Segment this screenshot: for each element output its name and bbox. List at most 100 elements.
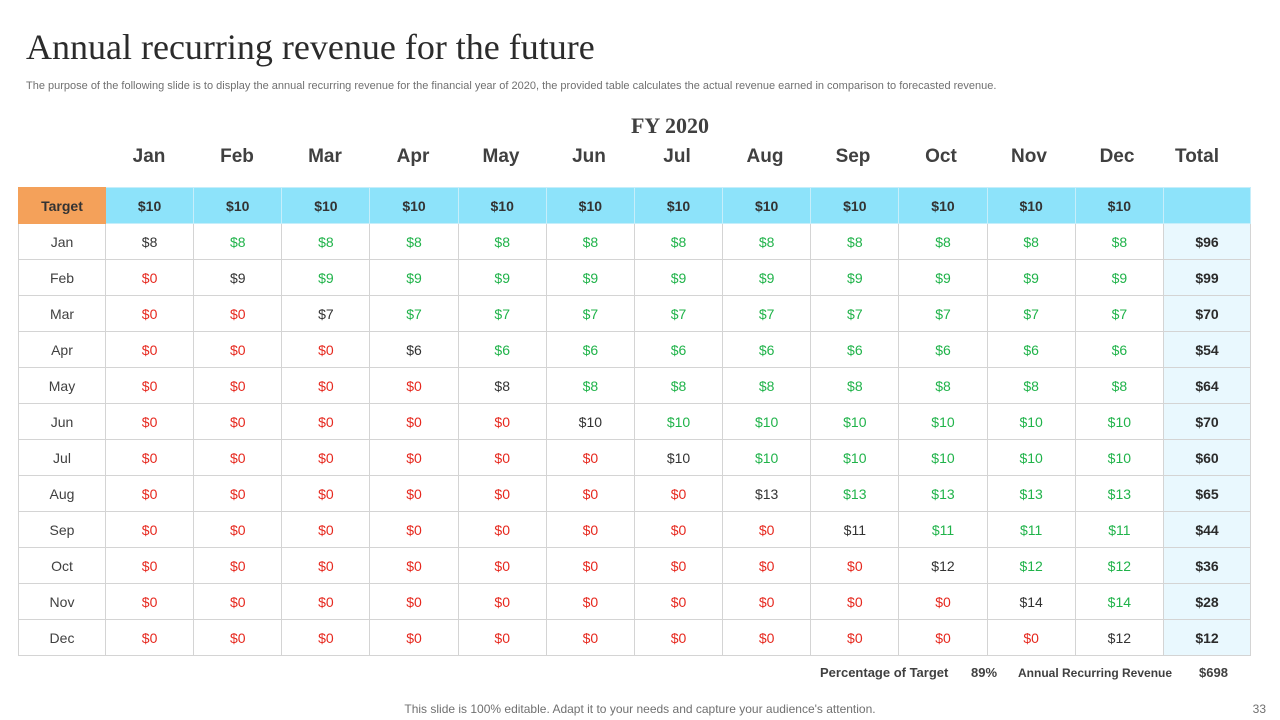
month-header-feb: Feb bbox=[220, 146, 254, 167]
revenue-cell: $0 bbox=[722, 619, 812, 656]
revenue-cell: $10 bbox=[722, 439, 812, 476]
revenue-cell: $0 bbox=[722, 583, 812, 620]
revenue-cell: $9 bbox=[810, 259, 900, 296]
revenue-cell: $9 bbox=[722, 259, 812, 296]
revenue-cell: $0 bbox=[633, 547, 724, 584]
revenue-cell: $10 bbox=[898, 403, 988, 440]
month-header-aug: Aug bbox=[746, 146, 784, 167]
revenue-cell: $12 bbox=[1074, 619, 1165, 656]
month-header-may: May bbox=[482, 146, 520, 167]
revenue-cell: $0 bbox=[104, 259, 195, 296]
revenue-cell: $9 bbox=[369, 259, 459, 296]
percentage-of-target-label: Percentage of Target bbox=[820, 665, 949, 680]
revenue-cell: $7 bbox=[369, 295, 459, 332]
revenue-cell: $0 bbox=[193, 367, 283, 404]
revenue-cell: $0 bbox=[457, 547, 547, 584]
revenue-cell: $0 bbox=[722, 511, 812, 548]
slide-title: Annual recurring revenue for the future bbox=[26, 27, 595, 67]
row-total: $44 bbox=[1163, 511, 1251, 548]
row-total: $96 bbox=[1163, 223, 1251, 260]
revenue-cell: $8 bbox=[193, 223, 283, 260]
revenue-cell: $9 bbox=[193, 259, 283, 296]
revenue-cell: $0 bbox=[545, 511, 635, 548]
target-cell: $10 bbox=[722, 187, 812, 224]
revenue-cell: $0 bbox=[369, 619, 459, 656]
revenue-cell: $10 bbox=[1074, 439, 1165, 476]
revenue-cell: $11 bbox=[1074, 511, 1165, 548]
row-total: $70 bbox=[1163, 403, 1251, 440]
revenue-cell: $12 bbox=[1074, 547, 1165, 584]
revenue-cell: $0 bbox=[104, 583, 195, 620]
revenue-cell: $8 bbox=[722, 223, 812, 260]
revenue-cell: $8 bbox=[986, 223, 1076, 260]
revenue-cell: $13 bbox=[986, 475, 1076, 512]
row-label: Feb bbox=[18, 259, 106, 296]
revenue-cell: $8 bbox=[1074, 367, 1165, 404]
revenue-cell: $0 bbox=[193, 547, 283, 584]
revenue-cell: $0 bbox=[193, 331, 283, 368]
revenue-cell: $8 bbox=[898, 367, 988, 404]
revenue-cell: $6 bbox=[722, 331, 812, 368]
revenue-cell: $8 bbox=[545, 367, 635, 404]
revenue-cell: $9 bbox=[898, 259, 988, 296]
row-label: Sep bbox=[18, 511, 106, 548]
revenue-cell: $0 bbox=[193, 475, 283, 512]
revenue-cell: $6 bbox=[986, 331, 1076, 368]
revenue-cell: $11 bbox=[986, 511, 1076, 548]
revenue-cell: $6 bbox=[369, 331, 459, 368]
revenue-cell: $9 bbox=[457, 259, 547, 296]
row-total: $36 bbox=[1163, 547, 1251, 584]
revenue-cell: $11 bbox=[898, 511, 988, 548]
row-label: Aug bbox=[18, 475, 106, 512]
revenue-cell: $8 bbox=[986, 367, 1076, 404]
revenue-cell: $0 bbox=[281, 619, 371, 656]
revenue-cell: $13 bbox=[898, 475, 988, 512]
month-header-sep: Sep bbox=[835, 146, 871, 167]
target-cell: $10 bbox=[898, 187, 988, 224]
month-header-nov: Nov bbox=[1011, 146, 1047, 167]
month-header-apr: Apr bbox=[396, 146, 430, 167]
revenue-cell: $0 bbox=[633, 511, 724, 548]
revenue-cell: $9 bbox=[281, 259, 371, 296]
row-total: $28 bbox=[1163, 583, 1251, 620]
revenue-cell: $8 bbox=[457, 367, 547, 404]
revenue-cell: $8 bbox=[722, 367, 812, 404]
target-cell: $10 bbox=[633, 187, 724, 224]
target-cell: $10 bbox=[810, 187, 900, 224]
revenue-cell: $0 bbox=[104, 295, 195, 332]
target-cell: $10 bbox=[545, 187, 635, 224]
revenue-cell: $0 bbox=[457, 619, 547, 656]
revenue-table: Target $10 $10 $10 $10 $10 $10 $10 $10 $10 $10 $10… bbox=[18, 187, 1251, 656]
revenue-cell: $0 bbox=[457, 403, 547, 440]
revenue-cell: $0 bbox=[193, 439, 283, 476]
row-total: $12 bbox=[1163, 619, 1251, 656]
revenue-cell: $0 bbox=[193, 511, 283, 548]
revenue-cell: $8 bbox=[281, 223, 371, 260]
slide-subtitle: The purpose of the following slide is to… bbox=[26, 80, 997, 92]
revenue-cell: $7 bbox=[545, 295, 635, 332]
table-row: Aug $0 $0 $0 $0 $0 $0 $0 $13 $13 $13 $13 $13 $65 bbox=[18, 475, 1251, 512]
revenue-cell: $0 bbox=[722, 547, 812, 584]
target-cell: $10 bbox=[104, 187, 195, 224]
revenue-cell: $9 bbox=[633, 259, 724, 296]
revenue-cell: $8 bbox=[1074, 223, 1165, 260]
revenue-cell: $0 bbox=[810, 619, 900, 656]
revenue-cell: $10 bbox=[986, 439, 1076, 476]
revenue-cell: $8 bbox=[810, 223, 900, 260]
revenue-cell: $0 bbox=[810, 583, 900, 620]
revenue-cell: $0 bbox=[104, 475, 195, 512]
target-cell: $10 bbox=[193, 187, 283, 224]
revenue-cell: $6 bbox=[545, 331, 635, 368]
revenue-cell: $7 bbox=[810, 295, 900, 332]
revenue-cell: $0 bbox=[281, 547, 371, 584]
revenue-cell: $0 bbox=[193, 619, 283, 656]
revenue-cell: $10 bbox=[810, 403, 900, 440]
page-number: 33 bbox=[1252, 702, 1266, 716]
revenue-cell: $7 bbox=[633, 295, 724, 332]
month-header-dec: Dec bbox=[1099, 146, 1135, 167]
revenue-cell: $0 bbox=[369, 511, 459, 548]
revenue-cell: $13 bbox=[722, 475, 812, 512]
revenue-cell: $0 bbox=[104, 547, 195, 584]
revenue-cell: $0 bbox=[545, 439, 635, 476]
percentage-of-target-value: 89% bbox=[971, 665, 998, 680]
